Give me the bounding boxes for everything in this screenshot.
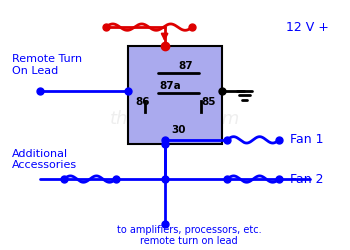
Text: Additional
Accessories: Additional Accessories [12, 149, 77, 170]
Text: 87: 87 [178, 61, 193, 71]
Text: 86: 86 [135, 97, 149, 107]
Text: 30: 30 [172, 125, 186, 135]
Bar [128, 46, 222, 144]
Text: Remote Turn
On Lead: Remote Turn On Lead [12, 54, 82, 76]
Text: the12volt.com: the12volt.com [110, 110, 240, 128]
Text: 12 V +: 12 V + [286, 20, 329, 34]
Text: 87a: 87a [159, 81, 181, 91]
Text: to amplifiers, processors, etc.
remote turn on lead: to amplifiers, processors, etc. remote t… [117, 225, 261, 246]
Text: Fan 1: Fan 1 [289, 133, 323, 146]
Text: 85: 85 [201, 97, 216, 107]
Text: Fan 2: Fan 2 [289, 172, 323, 186]
